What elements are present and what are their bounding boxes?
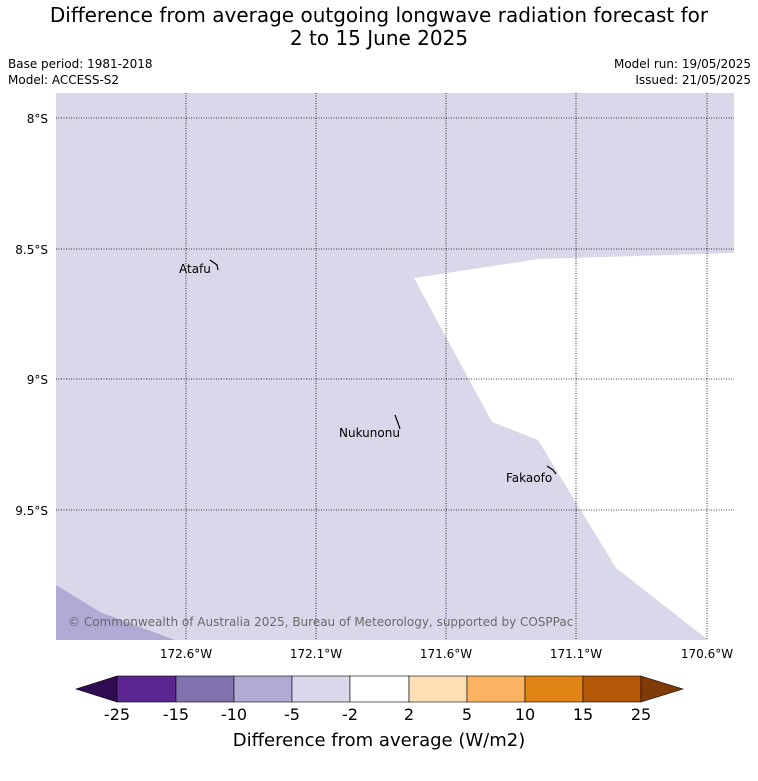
colorbar-segment [349,675,410,703]
issued-date: Issued: 21/05/2025 [635,73,751,87]
chart-title: Difference from average outgoing longwav… [0,4,758,50]
fakaofo-atoll [546,465,557,475]
colorbar-segment [408,675,468,703]
title-line-1: Difference from average outgoing longwav… [49,3,709,27]
model-run: Model run: 19/05/2025 [613,57,751,71]
colorbar [75,675,685,703]
lon-label: 172.6°W [160,647,212,661]
base-period: Base period: 1981-2018 [8,57,153,71]
region-mid-purple [56,585,175,640]
colorbar-tick: 25 [630,705,652,724]
colorbar-extend-high [640,675,685,703]
colorbar-tick: -2 [342,705,358,724]
colorbar-extend-low [75,675,118,703]
colorbar-tick: 5 [461,705,473,724]
copyright-notice: © Commonwealth of Australia 2025, Bureau… [68,615,573,629]
colorbar-segment [175,675,235,703]
place-label-atafu: Atafu [179,262,211,276]
place-label-nukunonu: Nukunonu [339,426,400,440]
model-name: Model: ACCESS-S2 [8,73,120,87]
colorbar-segment [233,675,293,703]
colorbar-tick: -10 [220,705,248,724]
lat-label: 9.5°S [15,504,48,518]
lon-label: 172.1°W [290,647,342,661]
colorbar-tick: -25 [103,705,131,724]
meta-left: Base period: 1981-2018 Model: ACCESS-S2 [8,56,153,88]
colorbar-segment [466,675,526,703]
lat-label: 8°S [27,112,48,126]
colorbar-tick: 10 [514,705,536,724]
lon-label: 171.1°W [550,647,602,661]
nukunonu-atoll [394,414,401,430]
colorbar-segment [116,675,177,703]
lon-label: 170.6°W [681,647,733,661]
colorbar-segment [582,675,642,703]
lat-label: 9°S [27,373,48,387]
colorbar-label: Difference from average (W/m2) [232,730,526,751]
colorbar-segment [291,675,351,703]
lon-label: 171.6°W [420,647,472,661]
atafu-atoll [209,259,219,271]
place-label-fakaofo: Fakaofo [506,471,552,485]
graticule [56,93,734,640]
lat-label: 8.5°S [15,243,48,257]
colorbar-tick: 2 [403,705,415,724]
meta-right: Model run: 19/05/2025 Issued: 21/05/2025 [614,56,751,88]
colorbar-segment [524,675,584,703]
region-neutral [414,253,734,640]
colorbar-tick: -5 [284,705,300,724]
colorbar-tick: 15 [572,705,594,724]
colorbar-tick: -15 [162,705,190,724]
island-outlines [209,259,557,475]
title-line-2: 2 to 15 June 2025 [289,26,469,50]
